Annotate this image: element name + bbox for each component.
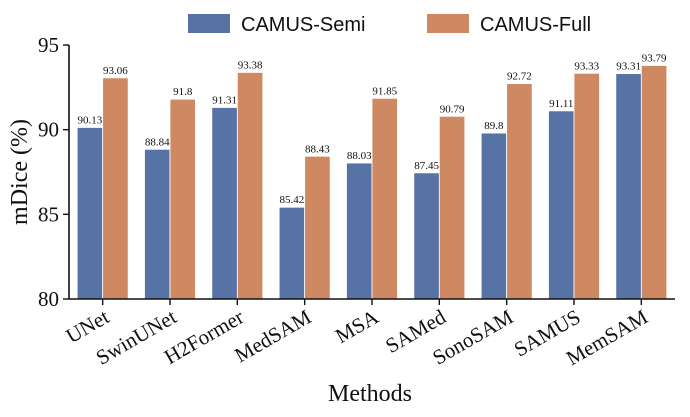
bar-camus-semi-samed bbox=[413, 172, 440, 300]
y-axis-label: mDice (%) bbox=[7, 119, 33, 225]
data-label-camus-semi-samed: 87.45 bbox=[414, 160, 439, 172]
bar-camus-semi-unet bbox=[76, 127, 104, 300]
y-tick-label-95: 95 bbox=[38, 33, 59, 57]
data-label-camus-semi-swinunet: 88.84 bbox=[145, 136, 170, 148]
bar-camus-semi-sonosam bbox=[480, 132, 508, 300]
data-label-camus-full-h2former: 93.38 bbox=[238, 59, 263, 71]
bar-camus-full-samus bbox=[573, 72, 600, 300]
data-label-camus-full-samed: 90.79 bbox=[440, 103, 465, 115]
data-label-camus-semi-sonosam: 89.8 bbox=[484, 120, 504, 132]
x-tick-label-msa: MSA bbox=[331, 304, 383, 348]
bar-camus-semi-medsam bbox=[278, 206, 306, 300]
bar-camus-full-sonosam bbox=[506, 83, 533, 300]
bar-camus-full-memsam bbox=[640, 65, 668, 300]
y-tick-label-90: 90 bbox=[38, 118, 59, 142]
bar-camus-full-samed bbox=[438, 115, 466, 300]
x-tick-label-medsam: MedSAM bbox=[230, 304, 315, 367]
data-label-camus-semi-memsam: 93.31 bbox=[616, 61, 641, 73]
data-label-camus-full-samus: 93.33 bbox=[574, 60, 599, 72]
bar-camus-full-swinunet bbox=[169, 98, 196, 300]
x-axis-label: Methods bbox=[328, 381, 412, 407]
data-label-camus-full-swinunet: 91.8 bbox=[173, 86, 193, 98]
bar-camus-semi-memsam bbox=[615, 73, 642, 300]
y-ticks-group: 80 85 90 95 bbox=[38, 33, 69, 311]
data-label-camus-semi-medsam: 85.42 bbox=[280, 194, 305, 206]
legend-swatch-camus-semi bbox=[188, 14, 230, 33]
legend-label-camus-semi: CAMUS-Semi bbox=[241, 14, 365, 36]
data-label-camus-semi-unet: 90.13 bbox=[78, 114, 103, 126]
bars-group bbox=[76, 65, 668, 300]
y-tick-label-80: 80 bbox=[38, 287, 59, 311]
legend-swatch-camus-full bbox=[427, 14, 469, 33]
bar-camus-full-medsam bbox=[304, 155, 331, 300]
data-label-camus-full-medsam: 88.43 bbox=[305, 143, 330, 155]
data-label-camus-full-msa: 91.85 bbox=[372, 85, 397, 97]
data-label-camus-full-unet: 93.06 bbox=[103, 65, 128, 77]
bar-camus-semi-h2former bbox=[211, 107, 238, 300]
data-label-camus-full-sonosam: 92.72 bbox=[507, 71, 532, 83]
y-tick-label-85: 85 bbox=[38, 202, 59, 226]
bar-camus-semi-swinunet bbox=[144, 148, 171, 300]
legend: CAMUS-Semi CAMUS-Full bbox=[188, 14, 591, 36]
bar-camus-full-h2former bbox=[236, 72, 264, 300]
legend-label-camus-full: CAMUS-Full bbox=[480, 14, 591, 36]
data-label-camus-semi-samus: 91.11 bbox=[549, 98, 573, 110]
bar-camus-full-msa bbox=[371, 97, 398, 300]
bar-camus-semi-samus bbox=[548, 110, 575, 300]
bar-camus-semi-msa bbox=[346, 162, 373, 300]
data-labels-group: 90.13 93.06 88.84 91.8 91.31 93.38 85.42 88.43 8… bbox=[78, 52, 667, 206]
data-label-camus-semi-msa: 88.03 bbox=[347, 150, 372, 162]
data-label-camus-full-memsam: 93.79 bbox=[642, 52, 667, 64]
data-label-camus-semi-h2former: 91.31 bbox=[212, 94, 237, 106]
bar-camus-full-unet bbox=[102, 77, 129, 300]
